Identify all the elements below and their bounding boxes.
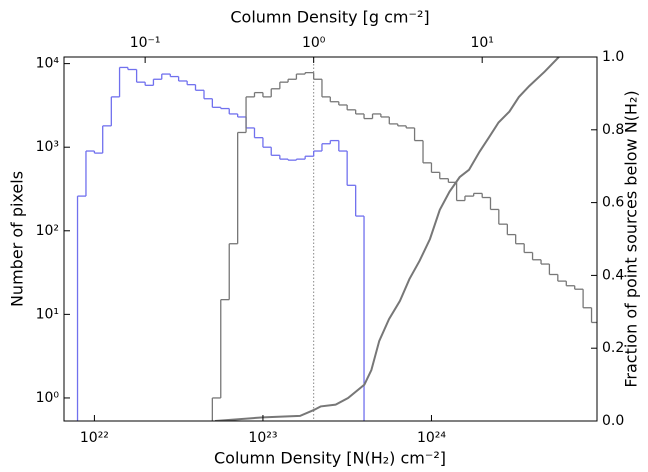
y2-axis-label: Fraction of point sources below N(H₂) (622, 90, 641, 387)
plot-frame (63, 56, 598, 422)
plot-area (76, 57, 597, 421)
x-tick-label: 10²⁴ (417, 430, 446, 446)
y-tick-label: 10³ (36, 139, 59, 155)
y-tick-label: 10⁴ (36, 56, 60, 72)
y2-tick-label: 0.6 (602, 195, 624, 211)
x-axis-label: Column Density [N(H₂) cm⁻²] (214, 449, 446, 468)
top-tick-label: 10¹ (470, 35, 493, 51)
x-tick-label: 10²³ (248, 430, 277, 446)
x-tick-label: 10²² (80, 430, 109, 446)
y2-tick-label: 0.0 (602, 413, 624, 429)
y2-tick-label: 0.2 (602, 340, 624, 356)
y2-tick-label: 0.8 (602, 122, 624, 138)
y-axis-label: Number of pixels (8, 171, 27, 307)
y-tick-label: 10² (36, 223, 59, 239)
y-tick-label: 10¹ (36, 306, 59, 322)
y2-tick-label: 1.0 (602, 49, 624, 65)
y2-tick-label: 0.4 (602, 267, 624, 283)
top-tick-label: 10⁰ (302, 35, 326, 51)
top-axis-label: Column Density [g cm⁻²] (230, 8, 429, 27)
y-tick-label: 10⁰ (36, 390, 60, 406)
top-tick-label: 10⁻¹ (130, 35, 161, 51)
cumulative-line (215, 57, 560, 421)
